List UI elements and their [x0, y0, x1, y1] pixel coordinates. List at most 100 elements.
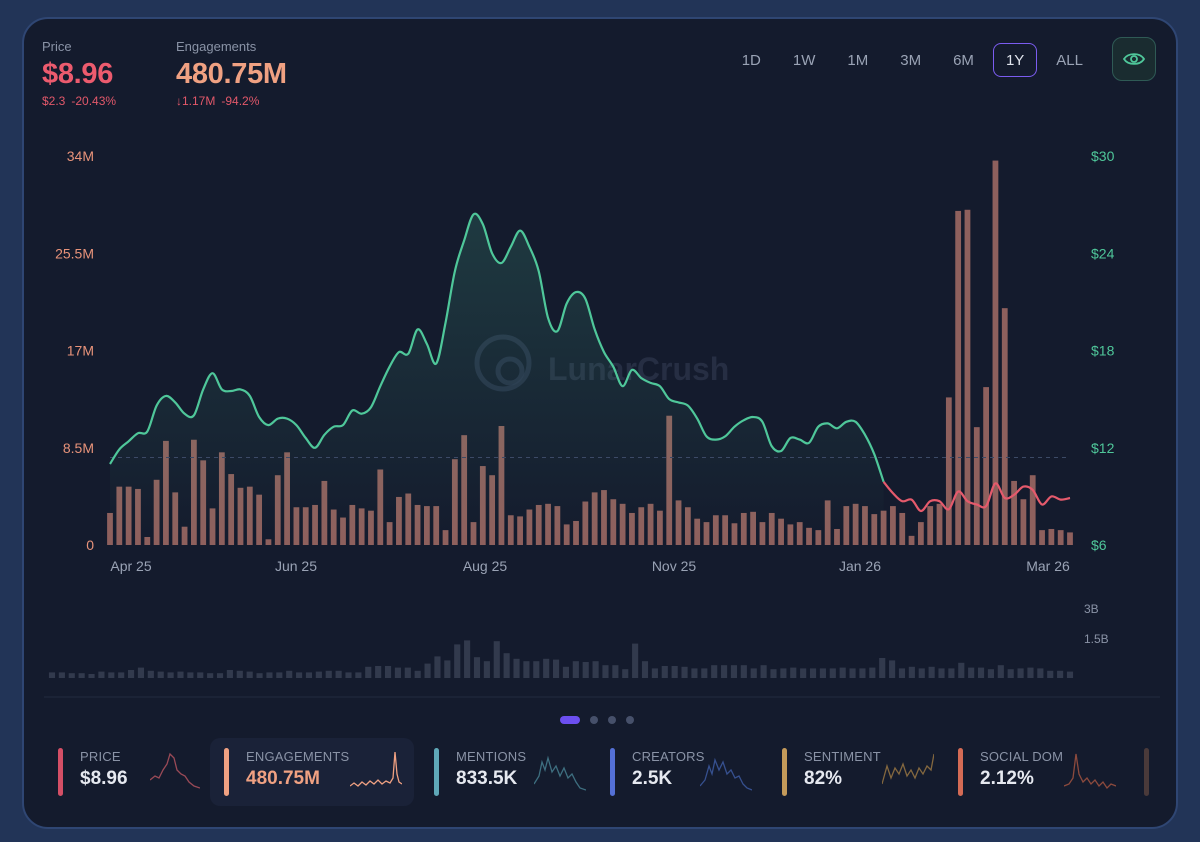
volume-bar: [128, 670, 135, 678]
volume-bar: [879, 658, 886, 678]
volume-bar: [315, 671, 322, 678]
volume-bar: [325, 670, 332, 678]
volume-bar: [236, 670, 243, 678]
metric-card-creators[interactable]: CREATORS 2.5K: [596, 738, 762, 806]
range-1m-button[interactable]: 1M: [847, 51, 869, 69]
price-stat: Price $8.96 $2.3 -20.43%: [42, 39, 122, 108]
volume-bar: [473, 657, 481, 678]
volume-bar: [918, 668, 925, 678]
volume-bar: [869, 667, 876, 678]
metric-card-partial[interactable]: [1130, 738, 1170, 806]
volume-bar: [187, 672, 194, 678]
metric-label: ENGAGEMENTS: [246, 749, 350, 764]
metric-color-bar: [58, 748, 63, 796]
volume-bar: [612, 665, 619, 678]
metric-value: 82%: [804, 768, 843, 789]
visibility-toggle-button[interactable]: [1112, 37, 1156, 81]
volume-bar: [157, 671, 164, 678]
volume-bar: [355, 672, 362, 678]
volume-bar: [1007, 669, 1014, 678]
metric-color-bar: [958, 748, 963, 796]
volume-bar: [335, 670, 342, 678]
volume-bar: [928, 666, 935, 678]
volume-bar: [375, 666, 382, 678]
volume-axis-tick: 1.5B: [1084, 632, 1109, 646]
volume-bar: [394, 667, 401, 678]
sparkline-price: [150, 752, 200, 789]
volume-bar: [790, 667, 797, 678]
range-6m-button[interactable]: 6M: [953, 51, 974, 69]
volume-bar: [859, 668, 866, 678]
volume-bar: [88, 674, 95, 678]
metric-color-bar: [610, 748, 615, 796]
volume-bar: [977, 667, 985, 678]
range-1y-button[interactable]: 1Y: [992, 43, 1038, 77]
engagement-bar: [1039, 530, 1045, 545]
volume-bar: [898, 668, 906, 678]
engagement-bar: [899, 512, 906, 545]
volume-bar: [730, 665, 738, 678]
metric-cards: PRICE $8.96 ENGAGEMENTS 480.75M MENTIONS…: [44, 738, 1176, 808]
volume-bar: [305, 672, 313, 678]
volume-bar: [1037, 668, 1044, 678]
price-change-pct: -20.43%: [71, 94, 117, 108]
page-dot-2[interactable]: [590, 716, 598, 724]
volume-bar: [118, 672, 125, 678]
volume-bar: [167, 672, 174, 678]
volume-bar: [513, 658, 520, 678]
metric-card-mentions[interactable]: MENTIONS 833.5K: [420, 738, 590, 806]
price-line-down: [882, 481, 1071, 513]
engagement-bar: [973, 427, 980, 545]
volume-bar: [632, 643, 639, 678]
sparkline-creators: [700, 757, 752, 791]
volume-bar: [997, 665, 1004, 678]
volume-bar: [197, 672, 204, 678]
metric-value: $8.96: [80, 768, 128, 789]
metric-color-bar: [224, 748, 229, 796]
volume-bar: [602, 665, 609, 678]
volume-bar: [503, 653, 510, 678]
price-value: $8.96: [42, 58, 114, 90]
range-3m-button[interactable]: 3M: [900, 51, 922, 69]
volume-bar: [98, 671, 105, 678]
right-axis-tick: $12: [1091, 440, 1115, 456]
page-dot-1[interactable]: [560, 716, 580, 724]
volume-bar: [582, 662, 589, 678]
engagement-bar: [936, 503, 943, 545]
engagement-bar: [1048, 528, 1055, 545]
volume-axis-tick: 3B: [1084, 602, 1099, 616]
price-change-abs: $2.3: [42, 94, 66, 108]
engagement-bar: [945, 397, 952, 545]
engagement-bar: [1011, 480, 1017, 545]
volume-bar: [454, 644, 461, 678]
volume-bar: [750, 668, 757, 678]
eye-icon: [1123, 53, 1145, 65]
x-axis-tick: Nov 25: [652, 558, 697, 574]
metric-card-price[interactable]: PRICE $8.96: [44, 738, 204, 806]
volume-bar: [809, 668, 817, 678]
range-1d-button[interactable]: 1D: [741, 51, 761, 69]
x-axis-tick: Apr 25: [110, 558, 151, 574]
page-dot-4[interactable]: [626, 716, 634, 724]
metric-card-social-dom[interactable]: SOCIAL DOM 2.12%: [944, 738, 1124, 806]
metric-label: CREATORS: [632, 749, 705, 764]
engagement-bar: [908, 535, 915, 545]
volume-bar: [681, 666, 688, 678]
volume-bar: [276, 672, 283, 678]
engagement-bar: [1067, 532, 1073, 545]
volume-bar: [1057, 670, 1064, 678]
range-1w-button[interactable]: 1W: [792, 51, 816, 69]
metric-card-engagements[interactable]: ENGAGEMENTS 480.75M: [210, 738, 414, 806]
engagement-bar: [983, 387, 990, 545]
engagement-bar: [964, 209, 971, 545]
price-change: $2.3 -20.43%: [42, 94, 122, 108]
volume-bar: [671, 666, 678, 678]
metric-color-bar: [782, 748, 787, 796]
volume-bar: [849, 668, 856, 678]
metric-card-sentiment[interactable]: SENTIMENT 82%: [768, 738, 938, 806]
volume-bar: [800, 668, 807, 678]
volume-bar: [938, 668, 945, 678]
page-dot-3[interactable]: [608, 716, 616, 724]
range-all-button[interactable]: ALL: [1056, 51, 1083, 69]
